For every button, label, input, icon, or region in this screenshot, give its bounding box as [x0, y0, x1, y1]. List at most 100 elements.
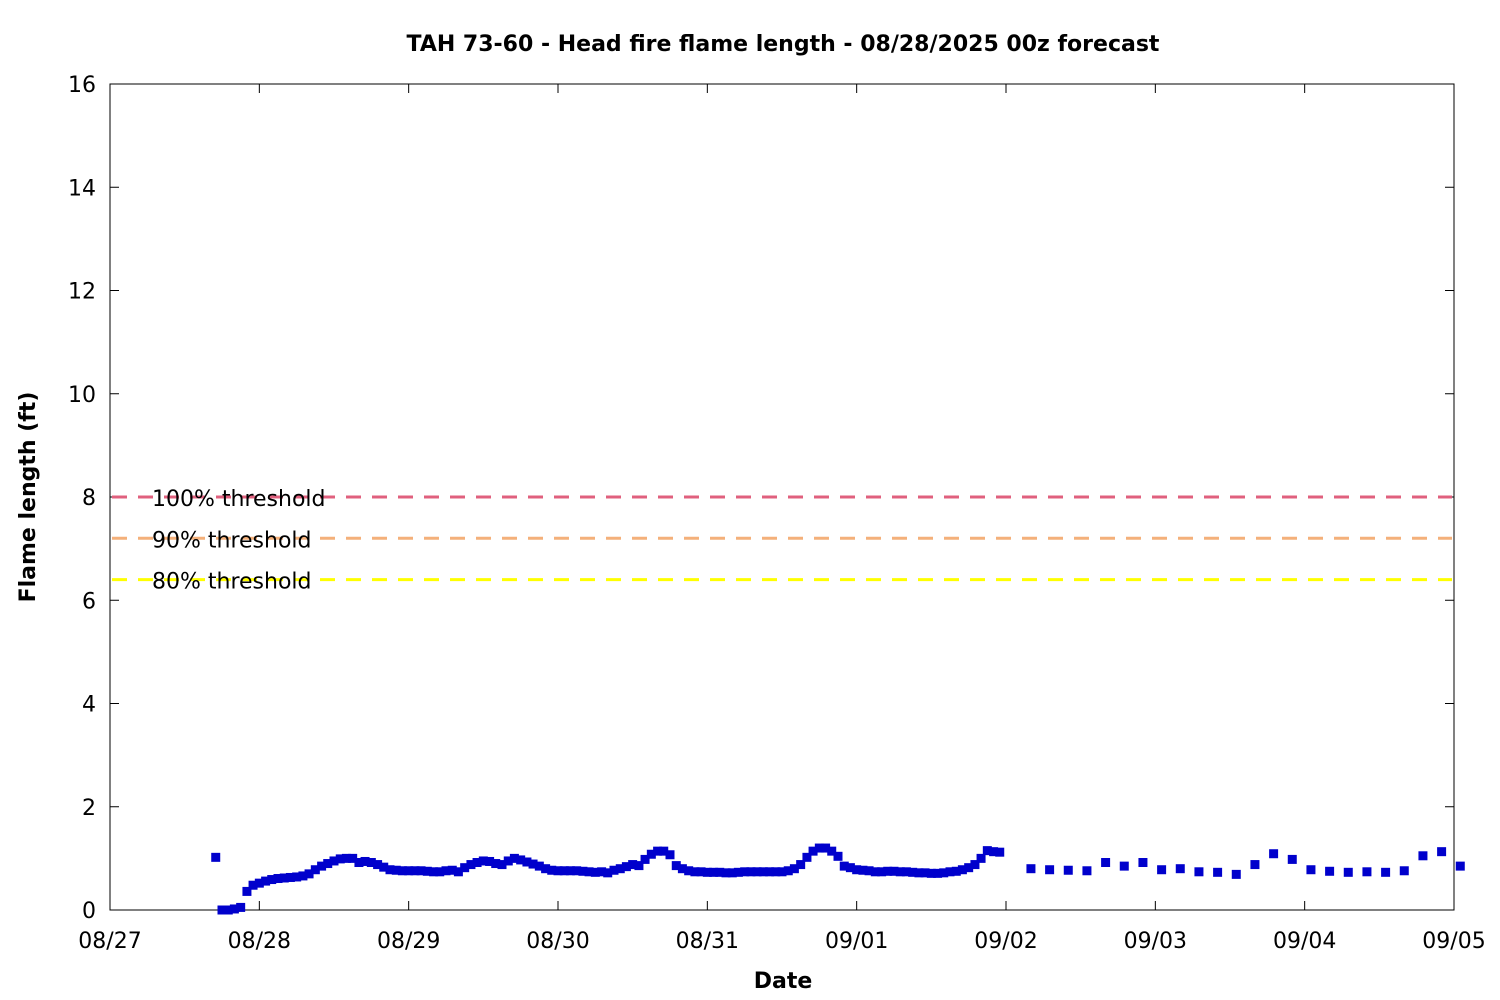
data-point	[889, 866, 899, 876]
data-point	[379, 862, 389, 872]
data-point	[765, 867, 775, 877]
data-point	[1343, 867, 1353, 877]
x-tick-label: 08/28	[228, 929, 291, 954]
data-point	[603, 868, 613, 878]
data-point	[877, 867, 887, 877]
data-point	[1082, 866, 1092, 876]
plot-area: 0 2 4 6 8 10 12 14 16 08/27 08/28 08/29 08/30 08/31 09…	[68, 73, 1486, 954]
data-point	[1325, 866, 1335, 876]
data-point	[665, 850, 675, 860]
data-point	[410, 866, 420, 876]
x-tick-label: 09/04	[1273, 929, 1336, 954]
data-point	[516, 855, 526, 865]
chart-title: TAH 73-60 - Head fire flame length - 08/…	[407, 32, 1160, 57]
data-point	[491, 859, 501, 869]
data-point	[1418, 851, 1428, 861]
data-point	[1157, 865, 1167, 875]
data-point	[223, 905, 233, 915]
data-point	[659, 846, 669, 856]
y-tick-label: 10	[68, 383, 96, 408]
data-point	[366, 858, 376, 868]
data-point	[447, 865, 457, 875]
data-point	[559, 866, 569, 876]
data-point	[1194, 867, 1204, 877]
data-point	[814, 843, 824, 853]
data-point	[509, 853, 519, 863]
data-point	[553, 866, 563, 876]
data-point	[939, 868, 949, 878]
data-point	[895, 867, 905, 877]
data-point	[541, 864, 551, 874]
data-point	[821, 843, 831, 853]
data-point	[565, 866, 575, 876]
data-point	[503, 856, 513, 866]
data-point	[914, 868, 924, 878]
y-tick-label: 0	[82, 899, 96, 924]
data-point	[864, 866, 874, 876]
data-point	[1175, 864, 1185, 874]
data-point	[304, 869, 314, 879]
data-point	[609, 865, 619, 875]
data-point	[547, 865, 557, 875]
data-point	[870, 867, 880, 877]
data-point	[1269, 849, 1279, 859]
data-point	[970, 860, 980, 870]
data-point	[1437, 847, 1447, 857]
data-point	[989, 847, 999, 857]
y-axis-label: Flame length (ft)	[16, 392, 41, 603]
y-tick-label: 14	[68, 176, 96, 201]
data-point	[796, 860, 806, 870]
data-point	[578, 866, 588, 876]
data-point	[926, 868, 936, 878]
data-point	[634, 861, 644, 871]
data-point	[883, 866, 893, 876]
y-tick-label: 12	[68, 280, 96, 305]
data-point	[696, 867, 706, 877]
data-point	[292, 872, 302, 882]
data-point	[466, 860, 476, 870]
data-point	[777, 867, 787, 877]
data-point	[721, 868, 731, 878]
data-point	[908, 867, 918, 877]
data-point	[360, 856, 370, 866]
data-point	[752, 867, 762, 877]
data-point	[845, 863, 855, 873]
data-point	[995, 847, 1005, 857]
data-point	[441, 866, 451, 876]
data-point	[802, 852, 812, 862]
data-point	[964, 863, 974, 873]
data-point	[646, 849, 656, 859]
x-tick-label: 09/03	[1124, 929, 1187, 954]
data-point	[422, 866, 432, 876]
data-point	[827, 846, 837, 856]
data-point	[229, 904, 239, 914]
data-point	[852, 865, 862, 875]
data-point	[1287, 854, 1297, 864]
data-point	[335, 854, 345, 864]
data-point	[435, 867, 445, 877]
data-point	[727, 868, 737, 878]
data-point	[733, 867, 743, 877]
y-tick-label: 8	[82, 486, 96, 511]
y-tick-label: 4	[82, 693, 96, 718]
data-point	[951, 866, 961, 876]
data-point	[242, 886, 252, 896]
data-point	[671, 861, 681, 871]
data-point	[982, 846, 992, 856]
data-point	[1455, 861, 1465, 871]
x-tick-label: 08/30	[526, 929, 589, 954]
data-point	[1063, 865, 1073, 875]
data-point	[248, 880, 258, 890]
data-point	[310, 865, 320, 875]
data-point	[1213, 867, 1223, 877]
data-point	[1045, 865, 1055, 875]
data-point	[217, 905, 227, 915]
data-point	[329, 856, 339, 866]
data-point	[1399, 866, 1409, 876]
x-tick-label: 08/27	[78, 929, 141, 954]
data-point	[933, 868, 943, 878]
data-point	[690, 867, 700, 877]
x-tick-label: 09/01	[825, 929, 888, 954]
data-point	[758, 867, 768, 877]
data-point	[709, 867, 719, 877]
